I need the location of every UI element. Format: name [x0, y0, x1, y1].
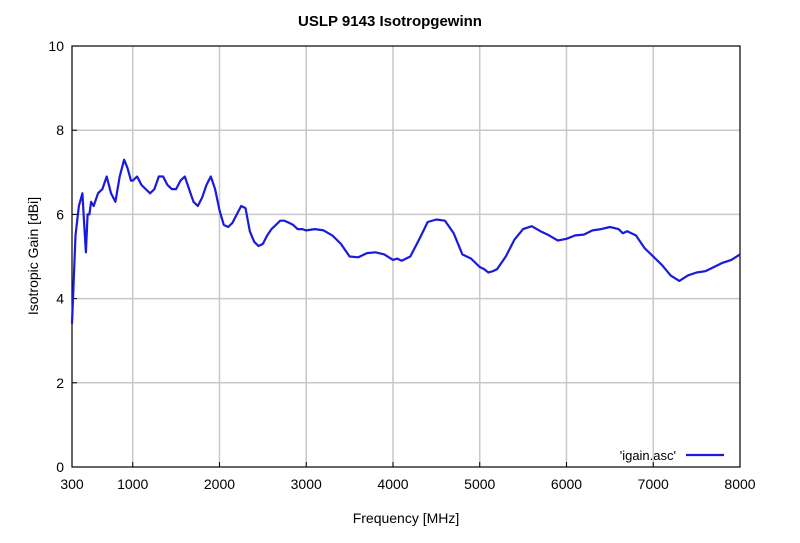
plot-frame: [71, 45, 741, 468]
grid: [72, 46, 740, 467]
x-tick-label: 2000: [204, 476, 235, 492]
x-tick-label: 5000: [464, 476, 495, 492]
x-tick-label: 6000: [551, 476, 582, 492]
x-tick-label: 1000: [117, 476, 148, 492]
y-tick-label: 10: [48, 38, 64, 54]
y-tick-label: 8: [56, 122, 64, 138]
x-tick-label: 300: [60, 476, 84, 492]
x-tick-label: 7000: [638, 476, 669, 492]
axis-ticks: 300 1000 2000 3000 4000 5000 6000 7000 8000 0 2 4 6 8…: [48, 38, 755, 492]
y-tick-label: 6: [56, 206, 64, 222]
series-line: [70, 158, 741, 324]
x-tick-label: 4000: [377, 476, 408, 492]
series-layer: [70, 158, 741, 324]
y-axis-label: Isotropic Gain [dBi]: [25, 197, 41, 315]
y-tick-label: 2: [56, 375, 64, 391]
y-tick-label: 0: [56, 459, 64, 475]
legend-label: 'igain.asc': [620, 448, 676, 463]
x-tick-label: 3000: [291, 476, 322, 492]
x-axis-label: Frequency [MHz]: [353, 510, 460, 526]
x-tick-label: 8000: [724, 476, 755, 492]
y-tick-label: 4: [56, 291, 64, 307]
legend: 'igain.asc': [620, 448, 724, 463]
chart-title: USLP 9143 Isotropgewinn: [298, 13, 482, 30]
